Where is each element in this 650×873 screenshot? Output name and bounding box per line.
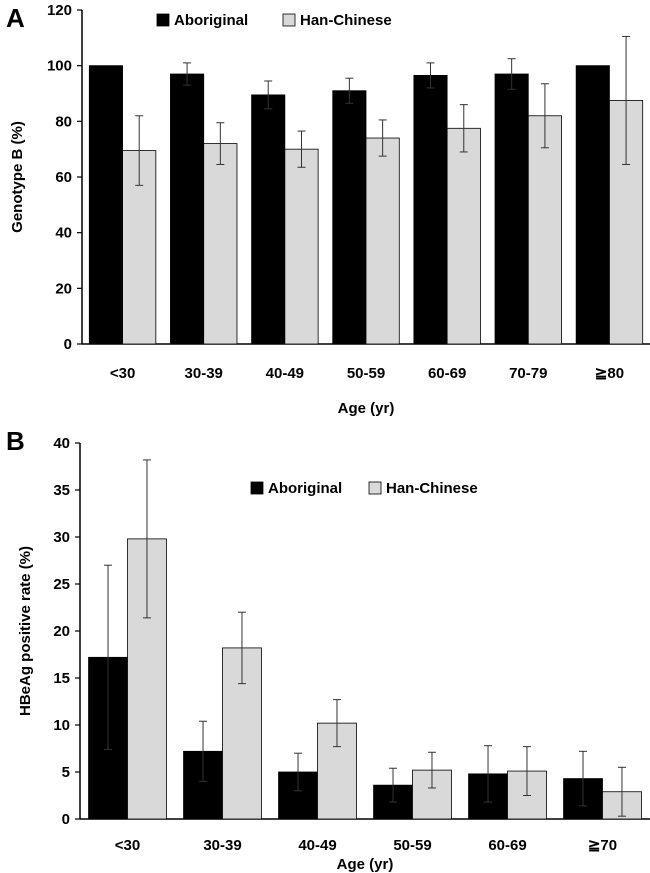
bar-aboriginal <box>413 75 448 345</box>
legend: Aboriginal Han-Chinese <box>250 480 478 497</box>
y-tick-label: 20 <box>53 623 70 640</box>
panel-letter-a: A <box>6 3 25 33</box>
y-tick-label: 25 <box>53 576 70 593</box>
y-tick-label: 15 <box>53 670 70 687</box>
x-tick-label: ≧70 <box>588 837 617 854</box>
bar-han-chinese <box>527 115 562 345</box>
y-tick-label: 100 <box>47 58 72 75</box>
x-tick-label: <30 <box>115 837 140 854</box>
x-tick-label: <30 <box>110 365 135 382</box>
legend-swatch-aboriginal <box>156 13 170 27</box>
x-axis-title: Age (yr) <box>338 400 395 417</box>
chart-b: 0 5 10 15 20 25 30 35 40 <30 30-39 40-49 50-59 60-69 ≧… <box>17 435 650 873</box>
x-tick-label: 70-79 <box>509 365 547 382</box>
bar-aboriginal <box>251 94 286 345</box>
x-axis-title: Age (yr) <box>337 856 394 873</box>
x-tick-label: 50-59 <box>393 837 431 854</box>
y-tick-label: 30 <box>53 529 70 546</box>
legend-label-aboriginal: Aboriginal <box>174 12 248 29</box>
y-tick-label: 0 <box>62 811 70 828</box>
x-tick-label: 50-59 <box>347 365 385 382</box>
x-tick-label: 60-69 <box>428 365 466 382</box>
y-tick-label: 5 <box>62 764 70 781</box>
y-tick-label: 40 <box>53 435 70 452</box>
bar-aboriginal <box>88 65 123 345</box>
bar-aboriginal <box>170 73 205 345</box>
y-tick-label: 35 <box>53 482 70 499</box>
panel-letter-b: B <box>6 426 25 456</box>
y-tick-label: 0 <box>64 336 72 353</box>
x-tick-label: 30-39 <box>185 365 223 382</box>
bar-aboriginal <box>494 73 529 345</box>
bar-han-chinese <box>446 127 481 345</box>
legend: Aboriginal Han-Chinese <box>156 12 392 29</box>
y-axis-title: HBeAg positive rate (%) <box>17 546 34 716</box>
bar-aboriginal <box>575 65 610 345</box>
y-tick-label: 80 <box>55 113 72 130</box>
legend-label-han-chinese: Han-Chinese <box>300 12 392 29</box>
x-tick-label: 60-69 <box>488 837 526 854</box>
y-tick-label: 60 <box>55 169 72 186</box>
bar-han-chinese <box>203 143 238 345</box>
legend-label-aboriginal: Aboriginal <box>268 480 342 497</box>
x-tick-label: 30-39 <box>203 837 241 854</box>
legend-swatch-han-chinese <box>282 13 296 27</box>
bar-aboriginal <box>332 90 367 345</box>
y-tick-label: 20 <box>55 280 72 297</box>
y-tick-label: 10 <box>53 717 70 734</box>
y-tick-label: 40 <box>55 225 72 242</box>
y-axis-title: Genotype B (%) <box>9 121 26 233</box>
bar-han-chinese <box>365 137 400 345</box>
x-tick-label: 40-49 <box>266 365 304 382</box>
legend-swatch-han-chinese <box>368 481 382 495</box>
legend-swatch-aboriginal <box>250 481 264 495</box>
bar-han-chinese <box>284 148 319 345</box>
y-tick-label: 120 <box>47 2 72 19</box>
x-tick-label: ≧80 <box>595 365 624 382</box>
x-tick-label: 40-49 <box>298 837 336 854</box>
chart-a: 0 20 40 60 80 100 120 <30 30-39 40-49 50-59 60-69 70… <box>9 2 650 417</box>
legend-label-han-chinese: Han-Chinese <box>386 480 478 497</box>
